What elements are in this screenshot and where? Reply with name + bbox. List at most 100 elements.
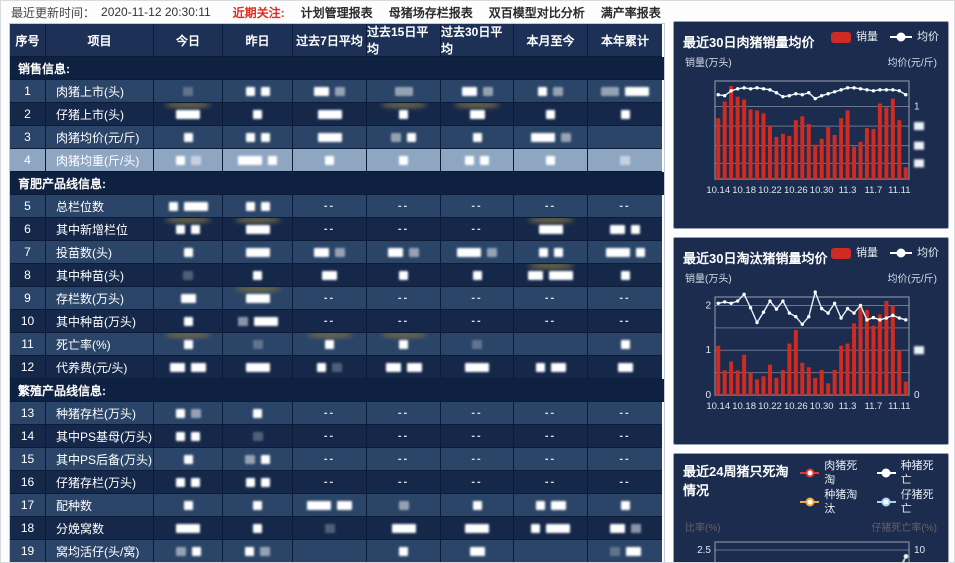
nav-link-sow-farm-report[interactable]: 母猪场存栏报表 xyxy=(388,5,473,20)
table-row[interactable]: 9 存栏数(万头) -- -- -- -- -- xyxy=(10,287,664,310)
data-cell: -- xyxy=(367,425,441,448)
data-cell: -- xyxy=(514,310,588,333)
data-cell xyxy=(293,149,367,172)
table-row[interactable]: 6 其中新增栏位 -- -- -- xyxy=(10,218,664,241)
data-cell: -- xyxy=(293,402,367,425)
row-number: 12 xyxy=(10,356,46,379)
legend-item[interactable]: 均价 xyxy=(890,30,939,44)
table-row[interactable]: 19 窝均活仔(头/窝) xyxy=(10,540,664,562)
data-cell xyxy=(223,287,293,310)
data-cell xyxy=(293,517,367,540)
redacted-value xyxy=(538,86,547,96)
no-data-dashes: -- xyxy=(323,430,336,442)
redacted-value xyxy=(176,431,185,441)
row-number: 1 xyxy=(10,80,46,103)
table-row[interactable]: 5 总栏位数 -- -- -- -- -- xyxy=(10,195,664,218)
y-axis-label-right: 仔猪死亡率(%) xyxy=(871,523,937,534)
table-row[interactable]: 13 种猪存栏(万头) -- -- -- -- -- xyxy=(10,402,664,425)
data-cell xyxy=(293,103,367,126)
data-cell xyxy=(441,540,514,562)
data-cell: -- xyxy=(514,471,588,494)
data-cell xyxy=(514,149,588,172)
redacted-value xyxy=(549,270,573,280)
table-row[interactable]: 15 其中PS后备(万头) -- -- -- -- -- xyxy=(10,448,664,471)
table-row[interactable]: 2 仔猪上市(头) xyxy=(10,103,664,126)
legend-item[interactable]: 均价 xyxy=(890,246,939,260)
data-cell xyxy=(154,402,223,425)
redacted-value xyxy=(630,523,641,533)
redacted-value xyxy=(190,155,201,165)
row-label: 存栏数(万头) xyxy=(46,287,154,310)
svg-text:10.14: 10.14 xyxy=(706,401,730,412)
redacted-value xyxy=(325,339,334,349)
data-cell: -- xyxy=(293,448,367,471)
section-header-row: 繁殖产品线信息: xyxy=(10,379,664,402)
data-cell xyxy=(514,356,588,379)
svg-text:10.26: 10.26 xyxy=(784,185,808,196)
table-row[interactable]: 14 其中PS基母(万头) -- -- -- -- -- xyxy=(10,425,664,448)
redacted-value xyxy=(183,201,208,211)
table-row[interactable]: 7 投苗数(头) xyxy=(10,241,664,264)
legend-item[interactable]: 种猪死亡 xyxy=(876,459,939,487)
data-cell: -- xyxy=(514,402,588,425)
row-label: 肉猪均重(斤/头) xyxy=(46,149,154,172)
redacted-value xyxy=(180,293,196,303)
no-data-dashes: -- xyxy=(471,407,483,419)
legend-item[interactable]: 种猪淘汰 xyxy=(800,488,862,516)
column-header: 本月至今 xyxy=(514,24,588,57)
table-row[interactable]: 1 肉猪上市(头) xyxy=(10,80,664,103)
table-row[interactable]: 3 肉猪均价(元/斤) xyxy=(10,126,664,149)
nav-link-capacity-report[interactable]: 满产率报表 xyxy=(600,5,661,20)
data-cell xyxy=(367,356,441,379)
table-row[interactable]: 18 分娩窝数 xyxy=(10,517,664,540)
redacted-value xyxy=(480,155,489,165)
no-data-dashes: -- xyxy=(544,292,557,304)
redacted-value xyxy=(605,247,630,257)
legend-line-swatch xyxy=(890,248,912,258)
data-cell xyxy=(293,494,367,517)
table-row[interactable]: 17 配种数 xyxy=(10,494,664,517)
chart-title: 最近24周猪只死淘情况 xyxy=(683,464,789,498)
redacted-value xyxy=(238,155,262,165)
data-cell xyxy=(154,333,223,356)
data-cell: -- xyxy=(588,310,662,333)
data-cell: -- xyxy=(293,195,367,218)
legend-item[interactable]: 肉猪死淘 xyxy=(800,459,862,487)
svg-text:2: 2 xyxy=(705,301,711,312)
legend-item[interactable]: 仔猪死亡 xyxy=(876,488,939,516)
table-row[interactable]: 16 仔猪存栏(万头) -- -- -- -- -- xyxy=(10,471,664,494)
table-row[interactable]: 11 死亡率(%) xyxy=(10,333,664,356)
column-header: 过去30日平均 xyxy=(441,24,514,57)
data-cell: -- xyxy=(441,471,514,494)
table-row[interactable]: 12 代养费(元/头) xyxy=(10,356,664,379)
redacted-value xyxy=(472,270,482,280)
data-cell xyxy=(588,241,662,264)
redacted-value xyxy=(260,201,270,211)
redacted-value xyxy=(183,316,193,326)
redacted-value xyxy=(260,132,270,142)
data-cell xyxy=(154,126,223,149)
redacted-value xyxy=(261,454,270,464)
recent-focus-label: 近期关注: xyxy=(232,5,285,20)
row-label: 仔猪上市(头) xyxy=(46,103,154,126)
data-cell xyxy=(514,333,588,356)
redacted-value xyxy=(335,86,345,96)
svg-text:10.22: 10.22 xyxy=(758,185,782,196)
redaction-smudge xyxy=(380,103,427,108)
redacted-value xyxy=(260,86,270,96)
svg-text:10.26: 10.26 xyxy=(784,401,808,412)
table-row[interactable]: 10 其中种苗(万头) -- -- -- -- -- xyxy=(10,310,664,333)
svg-text:11.7: 11.7 xyxy=(865,401,883,412)
table-row[interactable]: 4 肉猪均重(斤/头) xyxy=(10,149,664,172)
table-header-row: 序号 项目 今日 昨日 过去7日平均 过去15日平均 过去30日平均 本月至今 本年累计 xyxy=(10,24,664,57)
nav-link-plan-report[interactable]: 计划管理报表 xyxy=(300,5,373,20)
table-row[interactable]: 8 其中种苗(头) xyxy=(10,264,664,287)
legend-item[interactable]: 销量 xyxy=(831,246,878,260)
nav-link-model-compare[interactable]: 双百模型对比分析 xyxy=(488,5,585,20)
column-header: 项目 xyxy=(46,24,154,57)
data-cell xyxy=(441,333,514,356)
legend-item[interactable]: 销量 xyxy=(831,30,878,44)
no-data-dashes: -- xyxy=(323,453,336,465)
